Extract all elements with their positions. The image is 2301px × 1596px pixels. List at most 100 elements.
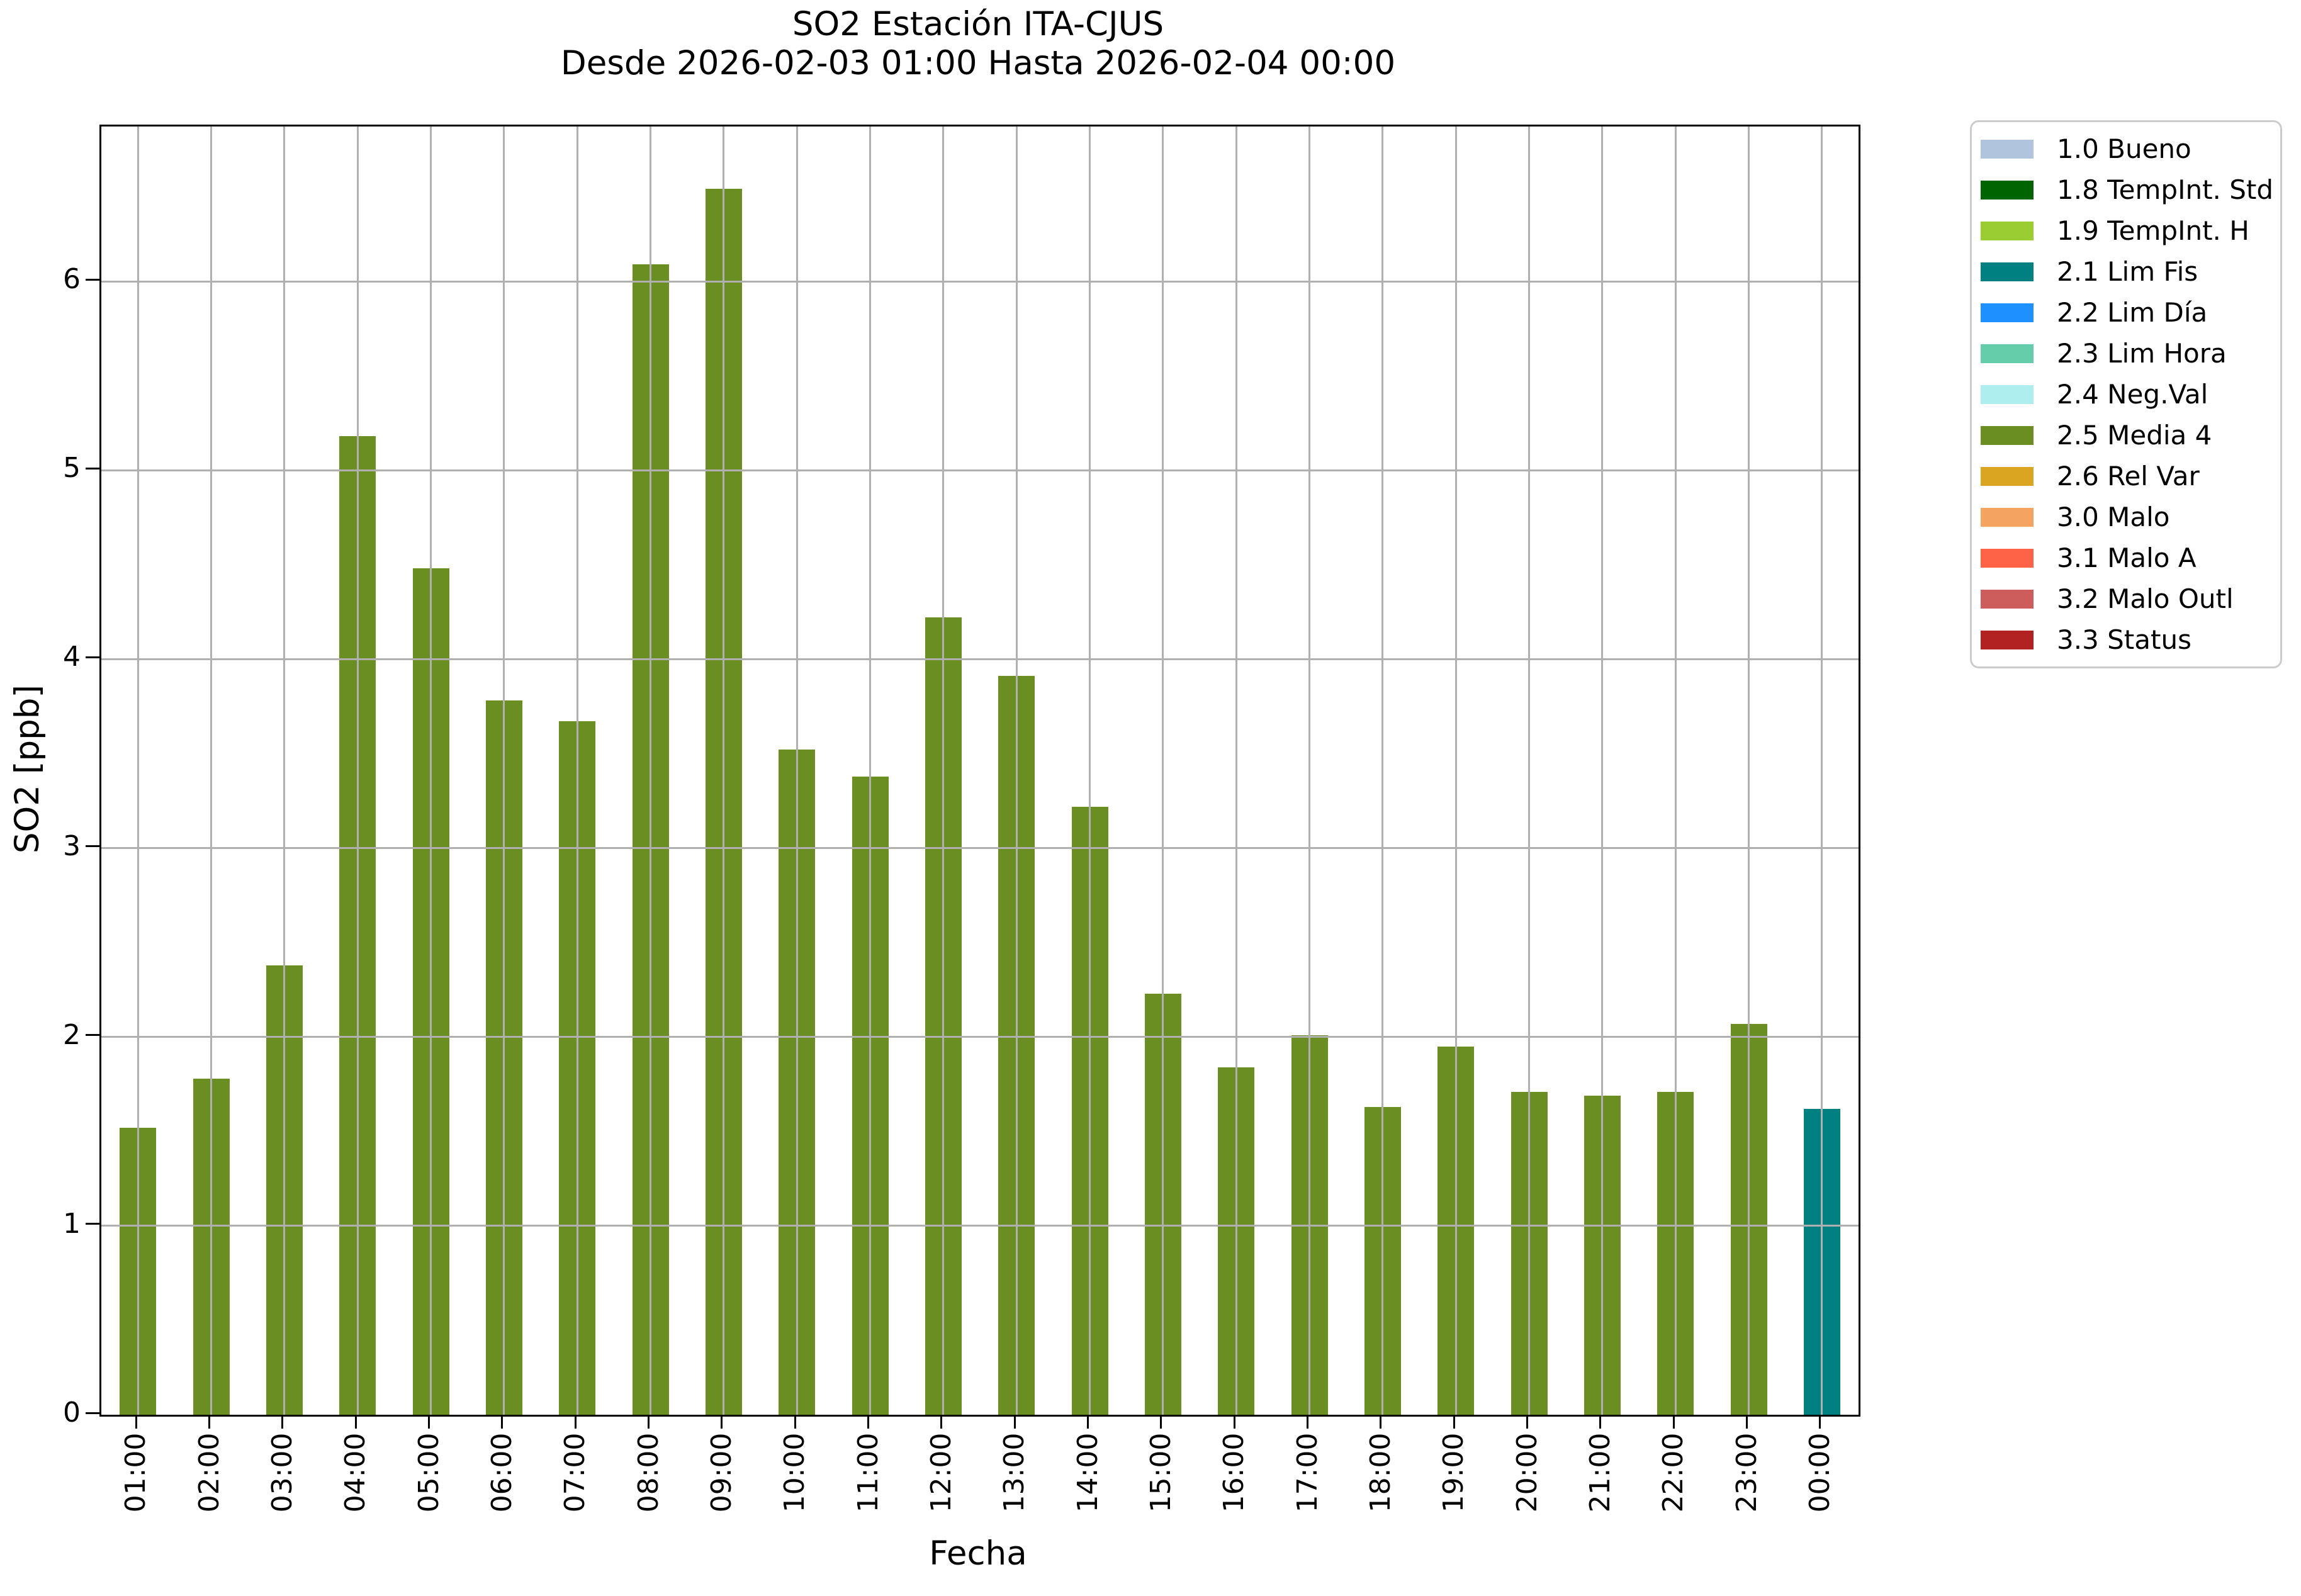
legend-label: 3.2 Malo Outl xyxy=(2057,583,2234,614)
y-axis-tick-6 xyxy=(86,278,99,281)
x-axis-tick-label-08:00: 08:00 xyxy=(632,1432,665,1513)
x-axis-label: Fecha xyxy=(929,1534,1027,1573)
legend-item-2.5-Media-4: 2.5 Media 4 xyxy=(1972,415,2280,456)
bar-11:00 xyxy=(852,776,889,1415)
legend-label: 2.1 Lim Fis xyxy=(2057,256,2198,287)
x-axis-tick-label-13:00: 13:00 xyxy=(998,1432,1031,1513)
legend-item-2.3-Lim-Hora: 2.3 Lim Hora xyxy=(1972,333,2280,374)
bar-14:00 xyxy=(1071,806,1108,1415)
x-axis-tick-09:00 xyxy=(721,1415,723,1429)
x-axis-tick-11:00 xyxy=(867,1415,869,1429)
bar-21:00 xyxy=(1584,1095,1621,1415)
bar-12:00 xyxy=(925,617,962,1415)
x-axis-tick-label-12:00: 12:00 xyxy=(925,1432,957,1513)
bar-18:00 xyxy=(1364,1106,1401,1415)
x-axis-tick-label-05:00: 05:00 xyxy=(412,1432,445,1513)
x-axis-tick-label-22:00: 22:00 xyxy=(1657,1432,1690,1513)
legend-item-3.2-Malo-Outl: 3.2 Malo Outl xyxy=(1972,578,2280,619)
bar-00:00 xyxy=(1803,1108,1840,1415)
x-axis-tick-label-17:00: 17:00 xyxy=(1291,1432,1324,1513)
y-axis-tick-2 xyxy=(86,1034,99,1037)
legend-items: 1.0 Bueno 1.8 TempInt. Std 1.9 TempInt. H 2… xyxy=(1972,128,2280,660)
x-axis-tick-10:00 xyxy=(794,1415,796,1429)
y-axis-tick-label-5: 5 xyxy=(63,452,81,485)
legend-swatch-icon xyxy=(1981,589,2034,609)
x-axis-tick-01:00 xyxy=(135,1415,137,1429)
x-axis-tick-label-04:00: 04:00 xyxy=(339,1432,372,1513)
y-axis-label: SO2 [ppb] xyxy=(8,684,47,853)
chart-subtitle: Desde 2026-02-03 01:00 Hasta 2026-02-04 … xyxy=(560,44,1396,82)
y-axis-tick-label-6: 6 xyxy=(63,263,81,296)
x-axis-tick-08:00 xyxy=(648,1415,650,1429)
legend-label: 1.9 TempInt. H xyxy=(2057,215,2249,246)
bar-03:00 xyxy=(266,965,303,1415)
legend-label: 2.5 Media 4 xyxy=(2057,420,2212,451)
x-axis-tick-00:00 xyxy=(1819,1415,1821,1429)
bar-20:00 xyxy=(1511,1091,1548,1415)
x-axis-tick-label-16:00: 16:00 xyxy=(1218,1432,1251,1513)
x-axis-tick-label-06:00: 06:00 xyxy=(485,1432,518,1513)
x-axis-tick-03:00 xyxy=(281,1415,284,1429)
y-axis-tick-3 xyxy=(86,845,99,848)
x-axis-tick-19:00 xyxy=(1453,1415,1455,1429)
legend-label: 2.4 Neg.Val xyxy=(2057,379,2208,410)
legend-label: 3.3 Status xyxy=(2057,624,2191,655)
bar-01:00 xyxy=(120,1127,157,1415)
legend-item-1.8-TempInt.-Std: 1.8 TempInt. Std xyxy=(1972,169,2280,210)
x-axis-tick-05:00 xyxy=(428,1415,430,1429)
legend-item-3.0-Malo: 3.0 Malo xyxy=(1972,497,2280,537)
bar-13:00 xyxy=(998,676,1035,1415)
x-axis-tick-17:00 xyxy=(1307,1415,1308,1429)
y-axis-tick-label-1: 1 xyxy=(63,1207,81,1240)
x-axis-tick-04:00 xyxy=(354,1415,357,1429)
legend-label: 3.0 Malo xyxy=(2057,502,2170,532)
legend-item-2.6-Rel-Var: 2.6 Rel Var xyxy=(1972,456,2280,497)
y-axis-tick-label-3: 3 xyxy=(63,829,81,862)
x-axis-tick-15:00 xyxy=(1160,1415,1162,1429)
y-axis-tick-5 xyxy=(86,467,99,469)
legend-swatch-icon xyxy=(1981,344,2034,363)
legend-label: 1.0 Bueno xyxy=(2057,133,2191,164)
bar-02:00 xyxy=(193,1078,230,1415)
x-axis-tick-21:00 xyxy=(1599,1415,1602,1429)
x-axis-tick-label-15:00: 15:00 xyxy=(1144,1432,1177,1513)
chart-title: SO2 Estación ITA-CJUS xyxy=(792,5,1164,43)
bar-16:00 xyxy=(1218,1067,1255,1415)
legend-item-2.4-Neg.Val: 2.4 Neg.Val xyxy=(1972,374,2280,415)
bar-15:00 xyxy=(1144,993,1181,1415)
bars-layer xyxy=(101,126,1859,1415)
x-axis-tick-label-09:00: 09:00 xyxy=(705,1432,738,1513)
legend-label: 2.2 Lim Día xyxy=(2057,297,2208,328)
legend-swatch-icon xyxy=(1981,221,2034,240)
legend-item-2.1-Lim-Fis: 2.1 Lim Fis xyxy=(1972,251,2280,292)
legend-swatch-icon xyxy=(1981,303,2034,322)
x-axis-tick-label-02:00: 02:00 xyxy=(193,1432,225,1513)
x-axis-tick-label-11:00: 11:00 xyxy=(852,1432,884,1513)
x-axis-tick-14:00 xyxy=(1087,1415,1089,1429)
legend-label: 1.8 TempInt. Std xyxy=(2057,174,2274,205)
bar-22:00 xyxy=(1657,1091,1694,1415)
bar-09:00 xyxy=(705,189,742,1415)
bar-06:00 xyxy=(485,700,522,1415)
legend-item-2.2-Lim-D-a: 2.2 Lim Día xyxy=(1972,292,2280,333)
x-axis-tick-label-03:00: 03:00 xyxy=(266,1432,298,1513)
legend-item-1.9-TempInt.-H: 1.9 TempInt. H xyxy=(1972,210,2280,251)
x-axis-tick-label-19:00: 19:00 xyxy=(1437,1432,1470,1513)
legend-swatch-icon xyxy=(1981,425,2034,445)
legend-label: 3.1 Malo A xyxy=(2057,542,2197,573)
x-axis-tick-label-00:00: 00:00 xyxy=(1803,1432,1836,1513)
y-axis-tick-label-4: 4 xyxy=(63,641,81,673)
legend-label: 2.6 Rel Var xyxy=(2057,461,2200,492)
y-axis-tick-0 xyxy=(86,1412,99,1414)
bar-05:00 xyxy=(412,568,449,1415)
bar-19:00 xyxy=(1437,1046,1475,1415)
legend: 1.0 Bueno 1.8 TempInt. Std 1.9 TempInt. H 2… xyxy=(1970,120,2282,668)
legend-swatch-icon xyxy=(1981,630,2034,649)
legend-swatch-icon xyxy=(1981,180,2034,200)
legend-swatch-icon xyxy=(1981,385,2034,404)
x-axis-tick-16:00 xyxy=(1233,1415,1235,1429)
x-axis-tick-12:00 xyxy=(940,1415,943,1429)
legend-label: 2.3 Lim Hora xyxy=(2057,338,2227,369)
x-axis-tick-23:00 xyxy=(1746,1415,1748,1429)
